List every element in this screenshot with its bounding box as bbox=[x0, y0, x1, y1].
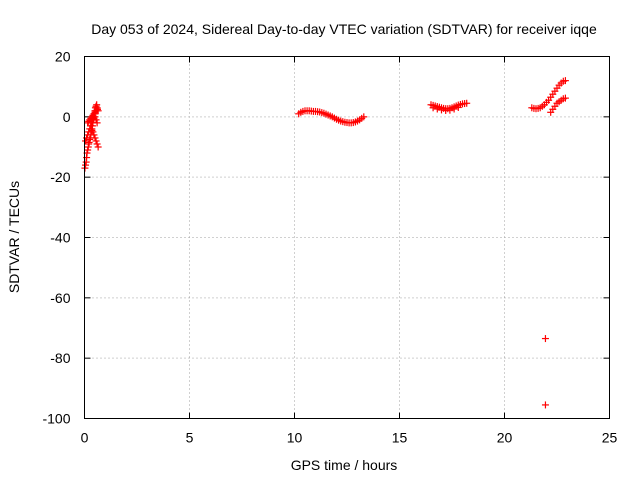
data-point bbox=[84, 146, 92, 154]
data-point bbox=[92, 116, 100, 124]
plot-frame bbox=[84, 56, 610, 419]
series-segment-4 bbox=[528, 77, 569, 116]
y-tick-label: 20 bbox=[55, 49, 71, 65]
y-axis-label: SDTVAR / TECUs bbox=[6, 181, 22, 293]
data-point bbox=[454, 103, 462, 111]
series-segment-3 bbox=[427, 99, 471, 114]
data-point bbox=[450, 105, 458, 113]
data-point bbox=[429, 104, 437, 112]
data-point bbox=[82, 137, 90, 145]
data-point bbox=[89, 128, 97, 136]
data-point bbox=[88, 125, 96, 133]
data-point bbox=[82, 161, 90, 169]
y-tick-label: -20 bbox=[50, 169, 70, 185]
data-point bbox=[438, 106, 445, 114]
x-axis-label: GPS time / hours bbox=[291, 457, 398, 473]
data-point bbox=[90, 131, 98, 139]
y-tick-label: 0 bbox=[63, 109, 71, 125]
data-point bbox=[92, 107, 100, 115]
x-tick-label: 10 bbox=[287, 430, 303, 446]
y-tick-label: -100 bbox=[42, 411, 70, 427]
y-tick-label: -60 bbox=[50, 290, 70, 306]
data-point bbox=[561, 94, 569, 102]
data-point bbox=[93, 105, 101, 113]
data-point bbox=[87, 122, 95, 130]
data-point bbox=[463, 99, 471, 107]
x-tick-label: 25 bbox=[602, 430, 618, 446]
x-tick-label: 15 bbox=[392, 430, 408, 446]
series-segment-2 bbox=[295, 107, 368, 127]
data-point bbox=[92, 137, 100, 145]
series-segment-1 bbox=[81, 101, 102, 172]
data-point bbox=[541, 401, 549, 409]
data-point bbox=[433, 105, 441, 113]
data-point bbox=[360, 113, 368, 121]
data-point bbox=[85, 138, 93, 146]
data-point bbox=[94, 143, 102, 151]
data-point bbox=[541, 335, 549, 343]
x-tick-label: 0 bbox=[81, 430, 89, 446]
y-tick-label: -40 bbox=[50, 230, 70, 246]
data-point bbox=[93, 140, 101, 148]
x-tick-label: 5 bbox=[186, 430, 194, 446]
series-segment-5-outliers bbox=[541, 335, 549, 409]
data-point bbox=[561, 77, 569, 85]
grid-layer bbox=[84, 56, 610, 419]
y-tick-label: -80 bbox=[50, 350, 70, 366]
chart-title: Day 053 of 2024, Sidereal Day-to-day VTE… bbox=[91, 21, 597, 37]
data-point bbox=[84, 131, 92, 139]
data-point bbox=[446, 106, 454, 114]
data-markers bbox=[81, 77, 569, 409]
data-point bbox=[86, 135, 94, 143]
data-point bbox=[91, 134, 99, 142]
data-point bbox=[93, 119, 101, 127]
x-tick-label: 20 bbox=[497, 430, 513, 446]
